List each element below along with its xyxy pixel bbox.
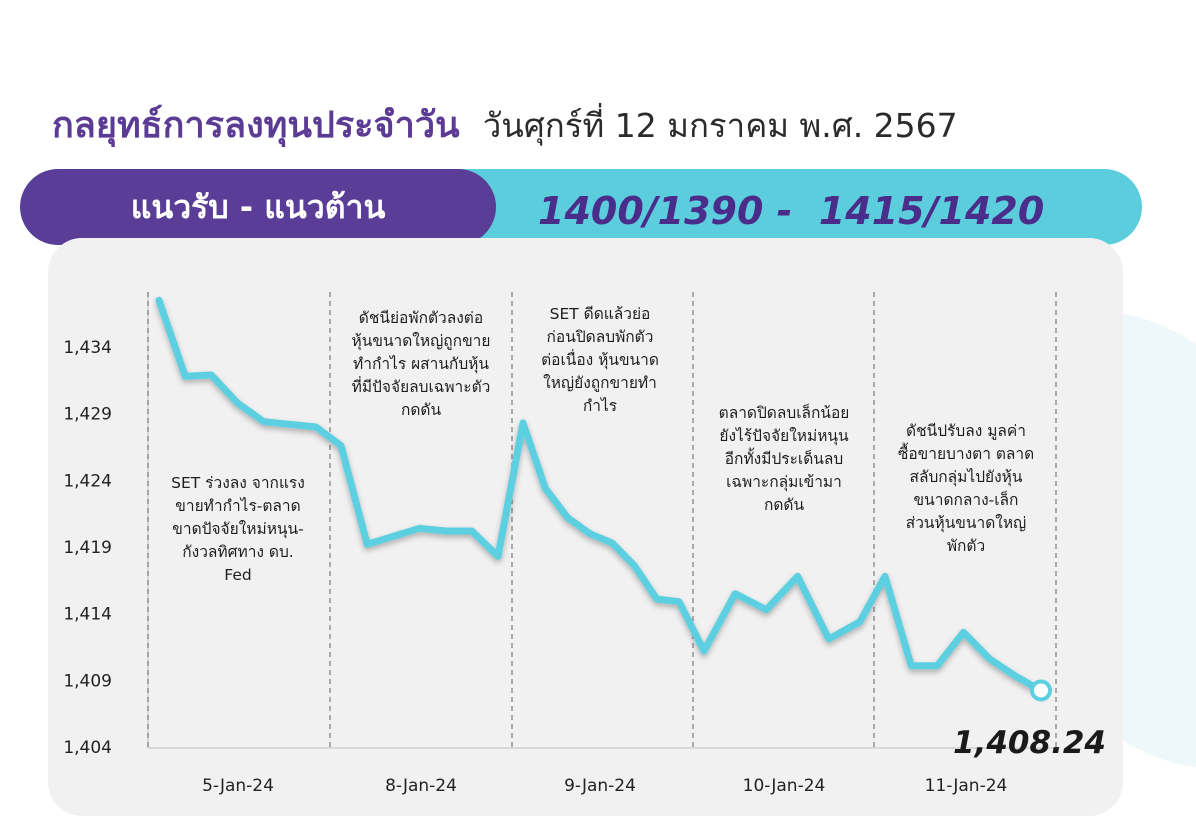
- x-tick-label: 8-Jan-24: [385, 776, 457, 796]
- y-tick-label: 1,404: [63, 738, 112, 758]
- annotation-line: พักตัว: [947, 537, 985, 555]
- last-value-label: 1,408.24: [953, 725, 1106, 761]
- y-tick-label: 1,419: [63, 538, 112, 558]
- y-tick-label: 1,414: [63, 605, 112, 625]
- y-tick-label: 1,429: [63, 405, 112, 425]
- x-tick-label: 11-Jan-24: [925, 776, 1008, 796]
- annotation-line: หุ้นขนาดใหญ่ถูกขาย: [352, 332, 491, 351]
- annotation-line: กังวลทิศทาง ดบ.: [182, 543, 293, 561]
- report-date: วันศุกร์ที่ 12 มกราคม พ.ศ. 2567: [482, 106, 958, 145]
- annotation-line: Fed: [224, 566, 251, 584]
- last-point: 1,408.24: [953, 679, 1106, 761]
- y-tick-label: 1,424: [63, 471, 112, 491]
- annotation-line: SET ร่วงลง จากแรง: [171, 474, 305, 492]
- annotation-line: กำไร: [583, 397, 617, 415]
- day-annotation: ดัชนีย่อพักตัวลงต่อหุ้นขนาดใหญ่ถูกขายทำก…: [352, 309, 491, 419]
- annotation-line: ซื้อขายบางตา ตลาด: [898, 442, 1034, 463]
- y-tick-label: 1,434: [63, 338, 112, 358]
- annotation-line: ส่วนหุ้นขนาดใหญ่: [906, 514, 1027, 533]
- annotation-line: เฉพาะกลุ่มเข้ามา: [726, 473, 842, 492]
- x-axis: 5-Jan-24 8-Jan-24 9-Jan-24 10-Jan-24 11-Jan-…: [202, 776, 1007, 796]
- day-annotation: ตลาดปิดลบเล็กน้อยยังไร้ปัจจัยใหม่หนุนอีก…: [719, 403, 850, 514]
- annotation-line: ที่มีปัจจัยลบเฉพาะตัว: [352, 376, 491, 396]
- support-resistance-band: แนวรับ - แนวต้าน 1400/1390 - 1415/1420: [20, 169, 1142, 245]
- annotation-line: กดดัน: [401, 401, 442, 419]
- day-separators: [147, 292, 1057, 748]
- annotation-line: ต่อเนื่อง หุ้นขนาด: [541, 349, 659, 370]
- annotation-line: ขาดปัจจัยใหม่หนุน-: [172, 520, 303, 539]
- x-tick-label: 9-Jan-24: [564, 776, 636, 796]
- annotation-line: ขนาดกลาง-เล็ก: [914, 490, 1019, 509]
- annotation-line: ก่อนปิดลบพักตัว: [547, 328, 654, 346]
- series-line: [155, 296, 1045, 694]
- annotation-line: ตลาดปิดลบเล็กน้อย: [719, 403, 850, 422]
- y-tick-label: 1,409: [63, 671, 112, 691]
- page-header: กลยุทธ์การลงทุนประจำวัน วันศุกร์ที่ 12 ม…: [52, 96, 958, 146]
- annotation-line: ดัชนีย่อพักตัวลงต่อ: [359, 309, 483, 327]
- x-tick-label: 10-Jan-24: [743, 776, 826, 796]
- last-point-marker: [1030, 679, 1052, 702]
- day-annotations: SET ร่วงลง จากแรงขายทำกำไร-ตลาดขาดปัจจัย…: [171, 305, 1034, 584]
- annotation-line: ขายทำกำไร-ตลาด: [175, 497, 300, 515]
- annotation-line: ทำกำไร ผสานกับหุ้น: [353, 355, 489, 374]
- day-annotation: ดัชนีปรับลง มูลค่าซื้อขายบางตา ตลาดสลับก…: [898, 422, 1034, 555]
- page-title: กลยุทธ์การลงทุนประจำวัน: [52, 105, 460, 146]
- annotation-line: ดัชนีปรับลง มูลค่า: [906, 422, 1026, 441]
- annotation-line: ยังไร้ปัจจัยใหม่หนุน: [719, 427, 849, 446]
- x-tick-label: 5-Jan-24: [202, 776, 274, 796]
- annotation-line: สลับกลุ่มไปยังหุ้น: [910, 468, 1023, 487]
- annotation-line: ใหญ่ยังถูกขายทำ: [543, 374, 657, 393]
- day-annotation: SET ดีดแล้วย่อก่อนปิดลบพักตัวต่อเนื่อง ห…: [541, 305, 659, 415]
- annotation-line: อีกทั้งมีประเด็นลบ: [725, 447, 843, 468]
- annotation-line: SET ดีดแล้วย่อ: [550, 305, 651, 323]
- support-resistance-levels: 1400/1390 - 1415/1420: [538, 189, 1045, 233]
- annotation-line: กดดัน: [764, 496, 805, 514]
- day-annotation: SET ร่วงลง จากแรงขายทำกำไร-ตลาดขาดปัจจัย…: [171, 474, 305, 584]
- set-index-series: [155, 296, 1045, 694]
- support-resistance-label: แนวรับ - แนวต้าน: [20, 169, 496, 245]
